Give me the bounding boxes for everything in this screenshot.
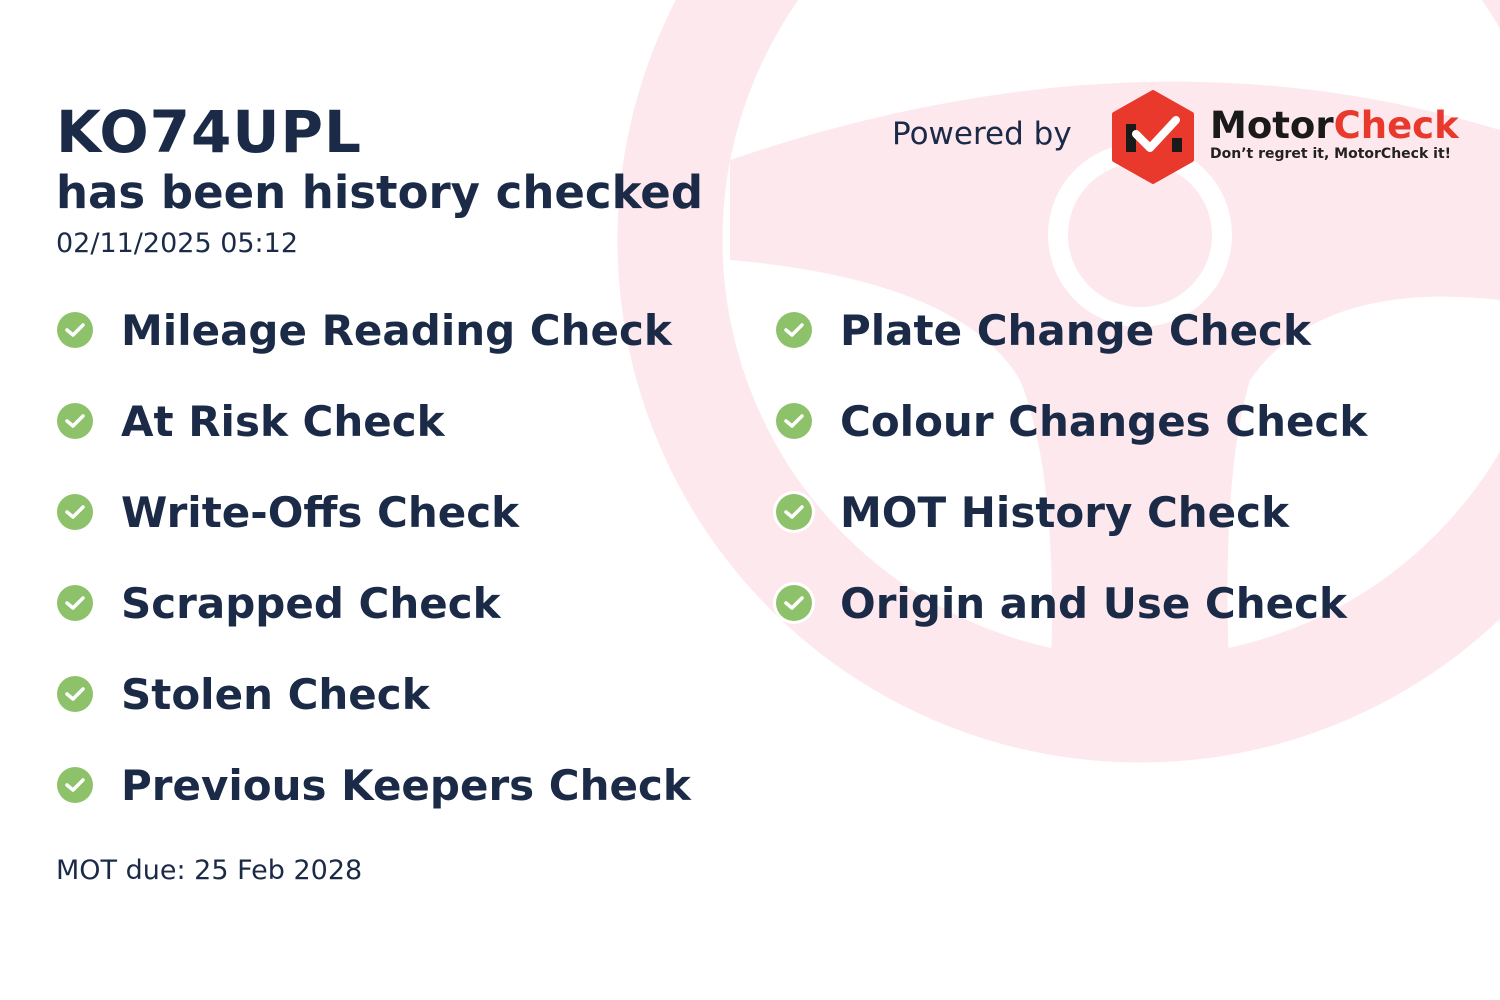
- check-item: Plate Change Check: [776, 300, 1311, 360]
- check-circle-icon: [776, 403, 812, 439]
- check-item: Previous Keepers Check: [57, 755, 691, 815]
- brand-name: MotorCheck: [1210, 104, 1459, 147]
- check-item: MOT History Check: [776, 482, 1289, 542]
- check-label: Colour Changes Check: [840, 396, 1368, 446]
- mot-due: MOT due: 25 Feb 2028: [56, 855, 363, 886]
- motorcheck-logo-icon: [1112, 90, 1194, 184]
- check-circle-icon: [57, 585, 93, 621]
- brand-part-motor: Motor: [1210, 104, 1334, 147]
- checked-timestamp: 02/11/2025 05:12: [56, 228, 299, 259]
- check-label: Scrapped Check: [121, 578, 501, 628]
- check-item: At Risk Check: [57, 391, 445, 451]
- check-label: Mileage Reading Check: [121, 305, 672, 355]
- vehicle-registration: KO74UPL: [56, 98, 362, 166]
- check-circle-icon: [57, 403, 93, 439]
- check-label: Origin and Use Check: [840, 578, 1347, 628]
- check-label: MOT History Check: [840, 487, 1289, 537]
- status-line: has been history checked: [56, 166, 704, 219]
- check-circle-icon: [776, 312, 812, 348]
- check-label: Write-Offs Check: [121, 487, 520, 537]
- check-circle-icon: [57, 676, 93, 712]
- check-item: Colour Changes Check: [776, 391, 1367, 451]
- check-label: Stolen Check: [121, 669, 430, 719]
- check-item: Mileage Reading Check: [57, 300, 672, 360]
- check-label: Previous Keepers Check: [121, 760, 691, 810]
- check-item: Stolen Check: [57, 664, 430, 724]
- brand-tagline: Don’t regret it, MotorCheck it!: [1210, 146, 1452, 162]
- check-circle-icon: [776, 494, 812, 530]
- check-label: At Risk Check: [121, 396, 445, 446]
- check-circle-icon: [57, 767, 93, 803]
- check-item: Scrapped Check: [57, 573, 501, 633]
- check-circle-icon: [57, 312, 93, 348]
- check-circle-icon: [57, 494, 93, 530]
- check-circle-icon: [776, 585, 812, 621]
- check-item: Origin and Use Check: [776, 573, 1347, 633]
- check-item: Write-Offs Check: [57, 482, 519, 542]
- brand-part-check: Check: [1333, 104, 1459, 147]
- check-label: Plate Change Check: [840, 305, 1311, 355]
- powered-by-label: Powered by: [892, 116, 1072, 152]
